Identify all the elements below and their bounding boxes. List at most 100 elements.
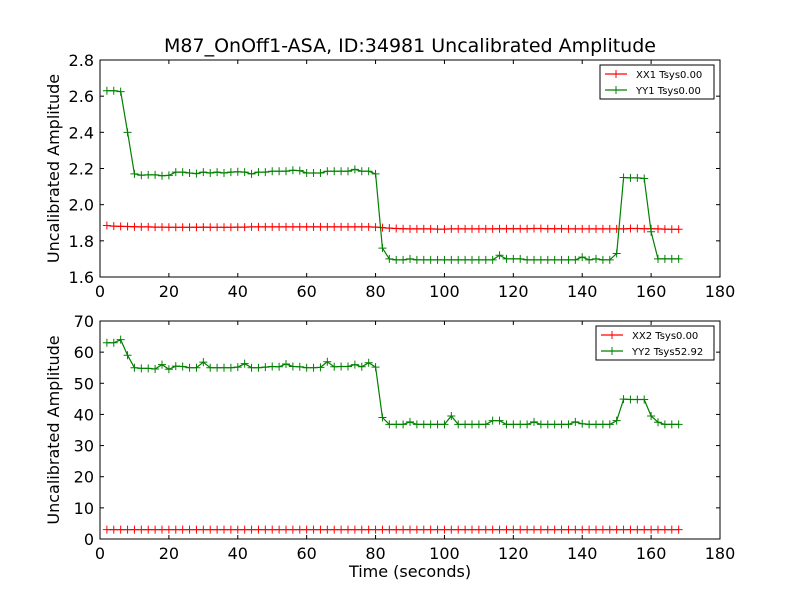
data-point <box>413 526 421 534</box>
data-point <box>289 526 297 534</box>
data-point <box>275 363 283 371</box>
data-point <box>199 526 207 534</box>
data-point <box>275 223 283 231</box>
data-point <box>399 526 407 534</box>
y-tick-label: 2.0 <box>69 196 94 215</box>
x-tick-label: 140 <box>567 544 598 563</box>
data-point <box>509 225 517 233</box>
data-point <box>130 170 138 178</box>
data-point <box>248 223 256 231</box>
x-tick-label: 0 <box>95 282 105 301</box>
data-point <box>675 225 683 233</box>
data-point <box>165 365 173 373</box>
data-point <box>213 364 221 372</box>
data-point <box>296 363 304 371</box>
data-point <box>592 255 600 263</box>
data-point <box>509 420 517 428</box>
data-point <box>179 526 187 534</box>
legend: XX1 Tsys0.00 YY1 Tsys0.00 <box>600 65 714 99</box>
data-point <box>516 420 524 428</box>
data-point <box>440 526 448 534</box>
data-point <box>620 225 628 233</box>
data-point <box>454 225 462 233</box>
data-point <box>124 526 132 534</box>
x-tick-label: 120 <box>498 544 529 563</box>
data-point <box>303 223 311 231</box>
data-point <box>599 420 607 428</box>
data-point <box>482 256 490 264</box>
y-tick-label: 10 <box>74 499 94 518</box>
data-point <box>344 526 352 534</box>
data-point <box>151 365 159 373</box>
data-point <box>461 420 469 428</box>
data-point <box>144 171 152 179</box>
data-point <box>661 420 669 428</box>
data-point <box>675 255 683 263</box>
data-point <box>241 223 249 231</box>
data-point <box>323 223 331 231</box>
data-point <box>261 223 269 231</box>
data-point <box>434 526 442 534</box>
data-point <box>310 526 318 534</box>
data-point <box>144 223 152 231</box>
y-tick-label: 2.6 <box>69 87 94 106</box>
data-point <box>592 225 600 233</box>
data-point <box>530 418 538 426</box>
data-point <box>523 526 531 534</box>
y-tick-label: 30 <box>74 437 94 456</box>
y-tick-label: 60 <box>74 343 94 362</box>
data-point <box>406 225 414 233</box>
data-point <box>447 225 455 233</box>
data-point <box>172 362 180 370</box>
x-tick-label: 60 <box>296 282 316 301</box>
data-point <box>261 363 269 371</box>
data-point <box>661 225 669 233</box>
data-point <box>137 223 145 231</box>
data-point <box>372 526 380 534</box>
data-point <box>530 526 538 534</box>
data-point <box>110 222 118 230</box>
data-point <box>675 420 683 428</box>
data-point <box>475 420 483 428</box>
data-point <box>172 168 180 176</box>
data-point <box>158 223 166 231</box>
data-point <box>220 223 228 231</box>
data-point <box>358 223 366 231</box>
data-point <box>454 526 462 534</box>
x-tick-label: 40 <box>228 282 248 301</box>
data-point <box>172 223 180 231</box>
data-point <box>110 339 118 347</box>
data-point <box>358 526 366 534</box>
data-point <box>137 526 145 534</box>
data-point <box>420 526 428 534</box>
data-point <box>186 526 194 534</box>
data-point <box>248 364 256 372</box>
data-point <box>571 418 579 426</box>
data-point <box>289 362 297 370</box>
data-point <box>103 87 111 95</box>
data-point <box>310 364 318 372</box>
data-point <box>564 225 572 233</box>
data-point <box>330 526 338 534</box>
data-point <box>117 526 125 534</box>
data-point <box>124 128 132 136</box>
data-point <box>378 224 386 232</box>
data-point <box>378 244 386 252</box>
data-point <box>599 526 607 534</box>
data-point <box>654 255 662 263</box>
data-point <box>427 225 435 233</box>
data-point <box>289 223 297 231</box>
data-point <box>130 223 138 231</box>
data-point <box>110 87 118 95</box>
data-point <box>213 168 221 176</box>
data-point <box>592 526 600 534</box>
data-point <box>261 168 269 176</box>
data-point <box>130 364 138 372</box>
data-point <box>496 225 504 233</box>
x-tick-label: 180 <box>705 544 736 563</box>
data-point <box>144 364 152 372</box>
data-point <box>344 167 352 175</box>
data-point <box>578 420 586 428</box>
data-point <box>151 526 159 534</box>
data-point <box>199 223 207 231</box>
